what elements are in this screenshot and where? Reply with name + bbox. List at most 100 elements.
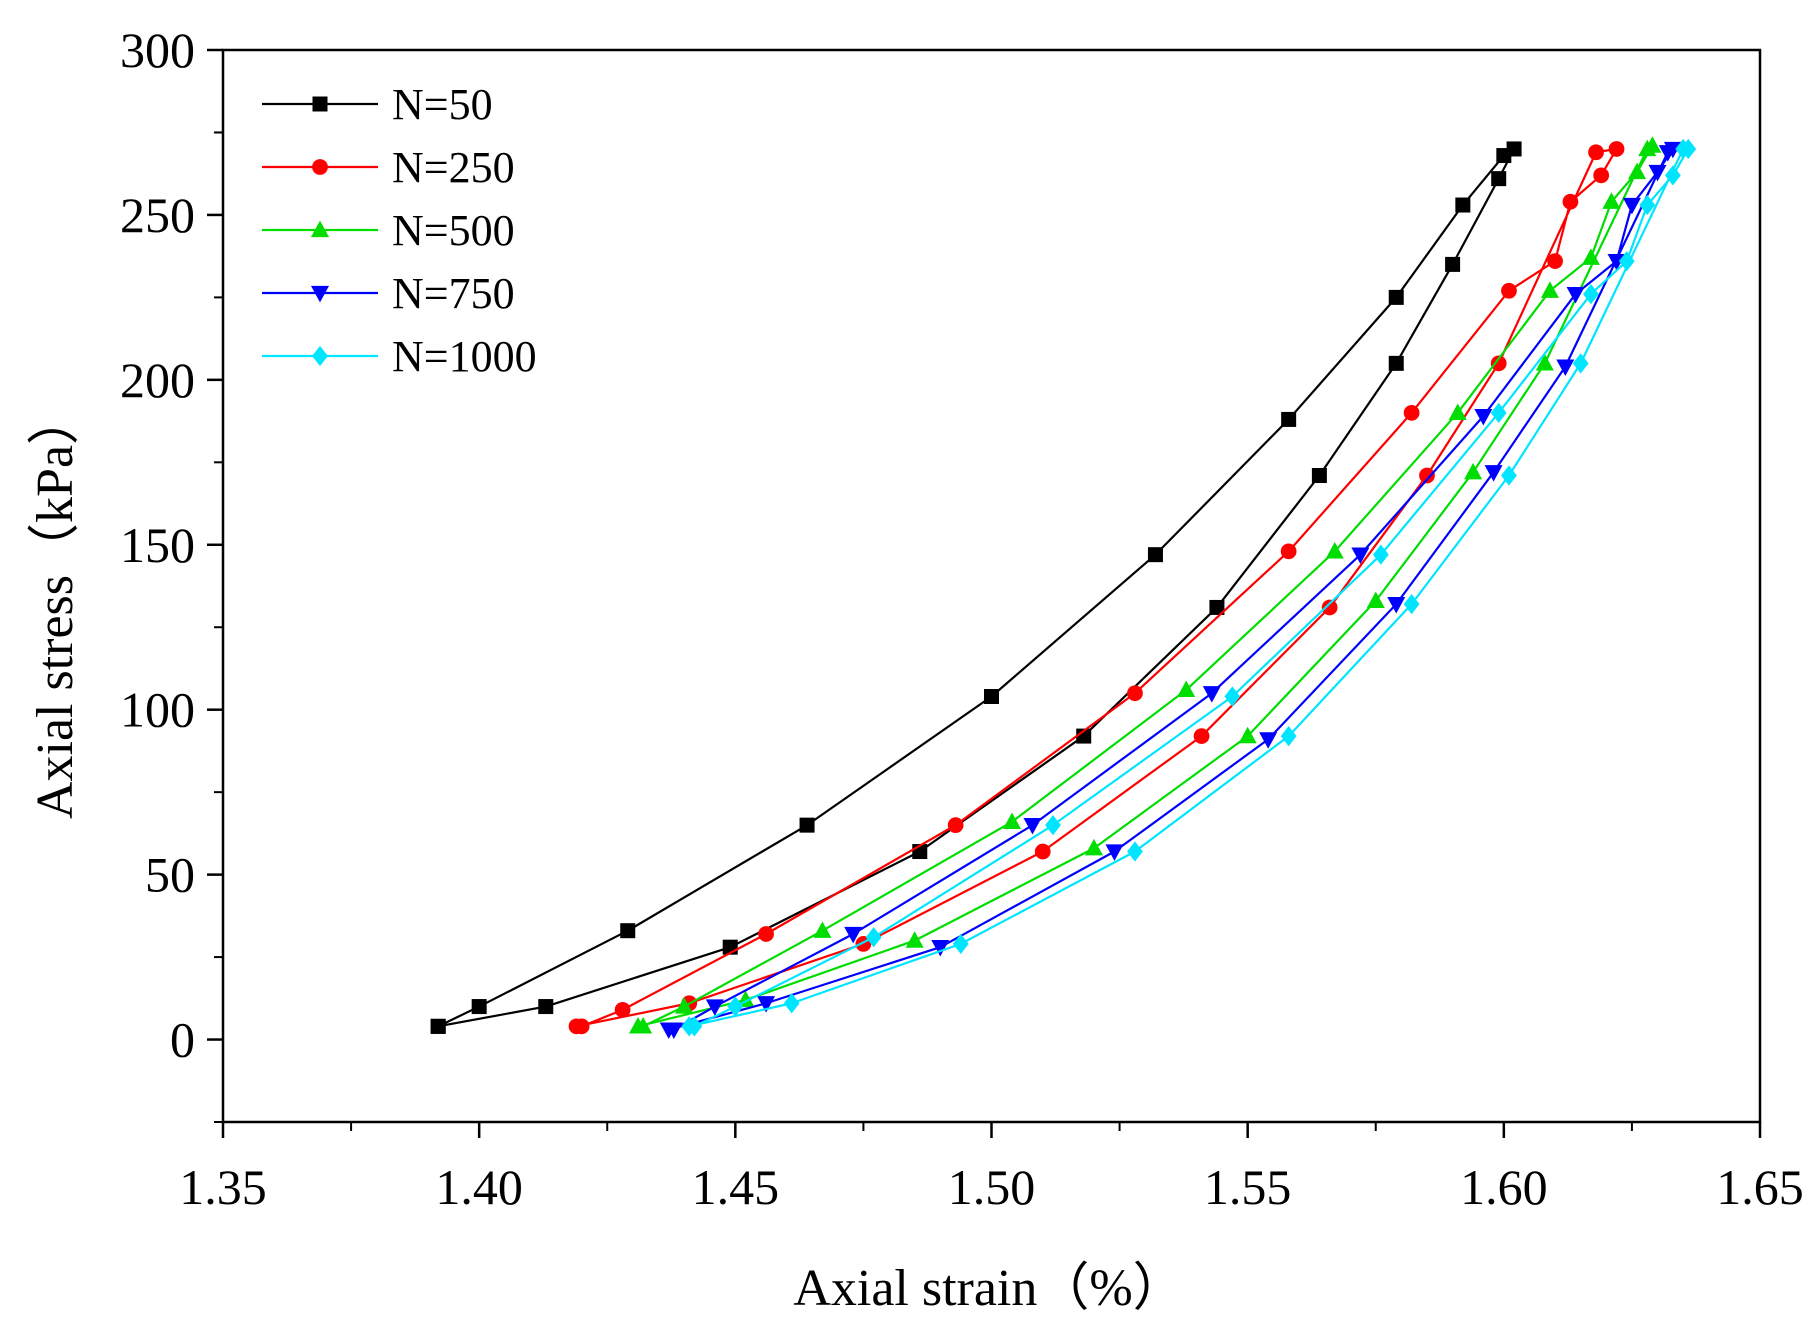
data-point [1387, 597, 1406, 614]
data-point [1023, 818, 1042, 835]
data-point [1105, 844, 1124, 861]
data-point [1193, 728, 1210, 744]
data-point [1556, 359, 1575, 377]
data-point [1583, 283, 1599, 305]
data-point [1366, 591, 1385, 608]
data-point [813, 921, 832, 938]
legend-label: N=50 [392, 80, 493, 129]
data-point [1506, 141, 1522, 157]
data-point [905, 931, 924, 948]
legend-marker [312, 345, 328, 367]
data-point [628, 1016, 647, 1034]
data-point [799, 817, 815, 833]
data-point [1665, 165, 1681, 186]
data-point [568, 1018, 585, 1035]
data-point [1572, 353, 1589, 374]
data-point [1321, 599, 1338, 616]
legend-item: N=50 [262, 80, 493, 129]
data-point [1490, 355, 1507, 372]
legend-item: N=500 [262, 206, 515, 255]
series-n250 [568, 141, 1625, 1035]
data-point [705, 999, 724, 1016]
data-point [844, 926, 863, 944]
data-point [1372, 544, 1389, 565]
data-point [1484, 465, 1503, 482]
data-point [1084, 838, 1103, 856]
data-point [1448, 403, 1467, 420]
data-point [1455, 197, 1471, 213]
data-point [1280, 725, 1297, 747]
data-point [1648, 164, 1667, 182]
data-point [1588, 144, 1604, 161]
series-line [688, 147, 1690, 1028]
y-tick-label: 150 [120, 517, 195, 573]
data-point [1147, 547, 1163, 563]
data-point [1351, 547, 1370, 565]
data-point [1658, 145, 1677, 162]
data-point [1501, 282, 1517, 299]
legend-item: N=250 [262, 143, 515, 192]
series-layer [430, 136, 1697, 1040]
data-point [947, 817, 964, 834]
data-point [1388, 355, 1404, 371]
series-n50 [430, 141, 1522, 1034]
data-point [1602, 192, 1621, 209]
legend-marker [312, 96, 328, 112]
y-axis-title: Axial stress（kPa） [27, 393, 84, 819]
x-tick-label: 1.35 [179, 1159, 267, 1215]
x-tick-label: 1.60 [1460, 1159, 1548, 1215]
data-point [659, 1022, 678, 1040]
data-point [1638, 139, 1657, 157]
data-point [1127, 685, 1143, 702]
series-n500 [628, 136, 1662, 1034]
data-point [1280, 543, 1297, 560]
data-point [1535, 353, 1554, 371]
data-point [1224, 686, 1241, 707]
y-tick-label: 250 [120, 187, 195, 243]
data-point [984, 688, 999, 704]
data-point [1238, 726, 1257, 744]
legend-marker [312, 159, 328, 175]
legend: N=50 N=250 N=500 N=750 N=1000 [262, 80, 537, 381]
series-line [437, 147, 1516, 1028]
data-point [1311, 468, 1327, 484]
data-point [1639, 194, 1656, 216]
y-axis: 0 50 100 150 200 250 300 [120, 22, 223, 1123]
data-point [1209, 599, 1225, 615]
series-n750 [659, 141, 1682, 1040]
y-tick-label: 100 [120, 682, 195, 738]
data-point [620, 923, 636, 939]
data-point [1259, 732, 1278, 749]
legend-label: N=250 [392, 143, 515, 192]
data-point [952, 933, 969, 955]
series-line [576, 147, 1618, 1028]
data-point [1622, 197, 1641, 215]
data-point [1202, 686, 1221, 703]
x-tick-label: 1.40 [435, 1159, 523, 1215]
x-tick-label: 1.55 [1204, 1159, 1292, 1215]
data-point [1490, 402, 1507, 423]
data-point [931, 940, 950, 957]
data-point [1675, 138, 1692, 160]
x-axis: 1.35 1.40 1.45 1.50 1.55 1.60 1.65 [179, 1122, 1804, 1215]
x-axis-title: Axial strain（%） [793, 1260, 1184, 1317]
data-point [783, 993, 800, 1014]
x-tick-label: 1.65 [1716, 1159, 1804, 1215]
data-point [727, 996, 744, 1017]
data-point [1034, 843, 1051, 860]
data-point [758, 926, 774, 942]
data-point [1388, 289, 1404, 305]
data-point [1566, 286, 1585, 304]
legend-marker [311, 285, 329, 303]
data-point [1419, 467, 1435, 484]
data-point [1045, 815, 1061, 836]
legend-label: N=1000 [392, 332, 537, 381]
legend-marker [311, 220, 329, 238]
data-point [1403, 404, 1420, 421]
data-point [1325, 541, 1344, 559]
series-line [637, 144, 1654, 1028]
data-point [1403, 594, 1420, 615]
legend-item: N=750 [262, 269, 515, 318]
data-point [1445, 256, 1461, 272]
